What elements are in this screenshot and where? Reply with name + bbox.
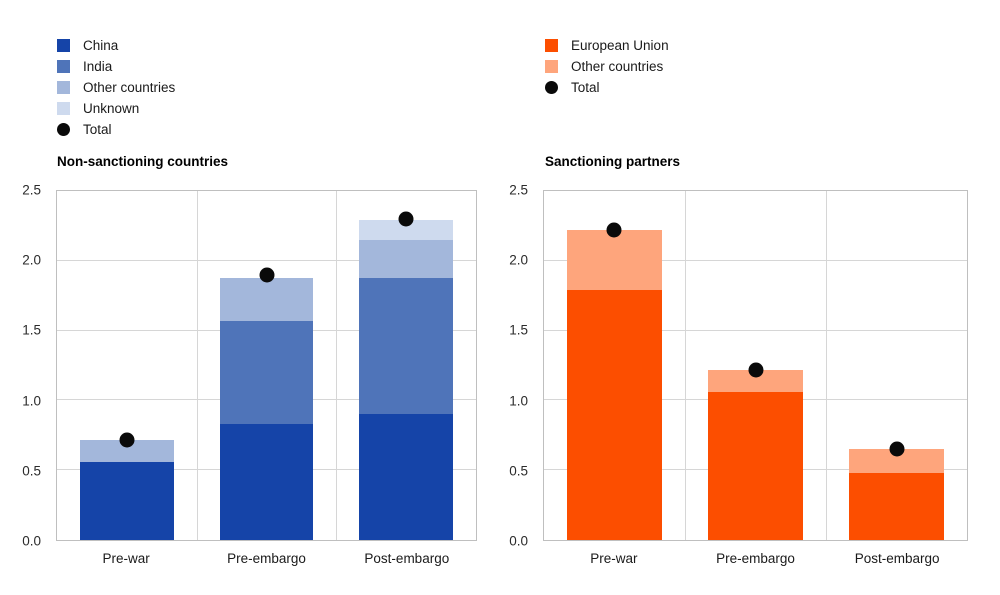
bar-slot-post-embargo [826, 191, 967, 540]
dot-swatch-icon [57, 123, 70, 136]
square-swatch-icon [57, 102, 70, 115]
legend-item-total: Total [545, 81, 669, 94]
y-tick-label: 1.0 [509, 393, 528, 409]
stacked-bar-pre-embargo [219, 191, 314, 540]
gridline [544, 259, 967, 261]
bar-segment-other-countries [849, 449, 944, 473]
bar-segment-china [80, 461, 174, 540]
bar-segment-china [219, 424, 314, 540]
bar-slot-pre-war [544, 191, 685, 540]
legend-item-other-countries: Other countries [57, 81, 175, 94]
x-tick-label: Post-embargo [364, 551, 450, 566]
x-tick-label: Pre-embargo [716, 551, 795, 566]
legend-label: India [83, 59, 113, 74]
square-swatch-icon [545, 39, 558, 52]
legend-item-unknown: Unknown [57, 102, 175, 115]
y-tick-label: 2.0 [22, 252, 41, 268]
bar-segment-india [359, 277, 453, 415]
bar-slot-pre-embargo [685, 191, 826, 540]
legend-item-india: India [57, 60, 175, 73]
gridline [684, 191, 686, 540]
bar-segment-unknown [359, 220, 453, 240]
gridline [336, 191, 338, 540]
y-tick-label: 2.5 [509, 182, 528, 198]
stacked-bar-pre-war [80, 191, 174, 540]
legend-label: European Union [571, 38, 669, 53]
gridline [196, 191, 198, 540]
bar-slot-pre-embargo [197, 191, 337, 540]
legend-label: Other countries [83, 80, 176, 95]
legend-item-total: Total [57, 123, 175, 136]
gridline [544, 329, 967, 331]
legend: China India Other countries Unknown Total [57, 39, 175, 144]
bar-segment-other-countries [219, 277, 314, 321]
total-dot-pre-war [119, 432, 135, 447]
y-tick-label: 2.0 [509, 252, 528, 268]
y-tick-label: 0.0 [22, 533, 41, 549]
gridline [825, 191, 827, 540]
x-tick-label: Pre-war [102, 551, 150, 566]
legend-label: Other countries [571, 59, 664, 74]
legend-label: Total [83, 122, 112, 137]
total-dot-post-embargo [889, 441, 904, 457]
dot-swatch-icon [545, 81, 558, 94]
legend-item-other-countries: Other countries [545, 60, 669, 73]
y-tick-label: 1.5 [22, 322, 41, 338]
gridline [57, 259, 476, 261]
panel-non-sanctioning: China India Other countries Unknown Total No… [0, 39, 477, 571]
square-swatch-icon [57, 39, 70, 52]
stacked-bar-pre-embargo [708, 191, 803, 540]
y-tick-label: 0.5 [509, 463, 528, 479]
bar-segment-other-countries [80, 439, 174, 462]
square-swatch-icon [545, 60, 558, 73]
bar-segment-india [219, 320, 314, 425]
y-axis: 0.0 0.5 1.0 1.5 2.0 2.5 [500, 183, 528, 548]
x-tick-label: Post-embargo [854, 551, 940, 566]
stacked-bar-post-embargo [849, 191, 944, 540]
y-tick-label: 0.5 [22, 463, 41, 479]
y-tick-label: 2.5 [22, 182, 41, 198]
total-dot-pre-embargo [259, 267, 274, 283]
legend-item-european-union: European Union [545, 39, 669, 52]
y-tick-label: 1.0 [22, 393, 41, 409]
bar-slot-post-embargo [336, 191, 476, 540]
bar-segment-other-countries [708, 369, 803, 393]
x-axis: Pre-war Pre-embargo Post-embargo [56, 551, 477, 571]
stacked-bar-post-embargo [359, 191, 453, 540]
bar-slot-pre-war [57, 191, 197, 540]
total-dot-post-embargo [398, 211, 414, 227]
total-dot-pre-war [606, 222, 622, 238]
legend: European Union Other countries Total [545, 39, 669, 102]
bar-segment-other-countries [567, 230, 662, 291]
x-tick-label: Pre-war [590, 551, 638, 566]
chart-title: Non-sanctioning countries [57, 154, 229, 169]
chart-title: Sanctioning partners [545, 154, 681, 169]
panel-sanctioning: European Union Other countries Total Sanct… [500, 0, 1000, 595]
legend-label: Total [571, 80, 600, 95]
y-tick-label: 0.0 [509, 533, 528, 549]
y-axis: 0.0 0.5 1.0 1.5 2.0 2.5 [0, 183, 41, 548]
legend-item-china: China [57, 39, 175, 52]
plot-area [56, 190, 477, 541]
bar-segment-china [359, 414, 453, 540]
bar-segment-european-union [849, 473, 944, 540]
stacked-bar-pre-war [567, 191, 662, 540]
legend-label: Unknown [83, 101, 140, 116]
bar-segment-other-countries [359, 239, 453, 278]
bar-segment-european-union [567, 290, 662, 540]
square-swatch-icon [57, 81, 70, 94]
x-axis: Pre-war Pre-embargo Post-embargo [543, 551, 968, 571]
x-tick-label: Pre-embargo [227, 551, 306, 566]
y-tick-label: 1.5 [509, 322, 528, 338]
bar-segment-european-union [708, 392, 803, 540]
plot-area [543, 190, 968, 541]
square-swatch-icon [57, 60, 70, 73]
total-dot-pre-embargo [748, 362, 763, 378]
legend-label: China [83, 38, 119, 53]
